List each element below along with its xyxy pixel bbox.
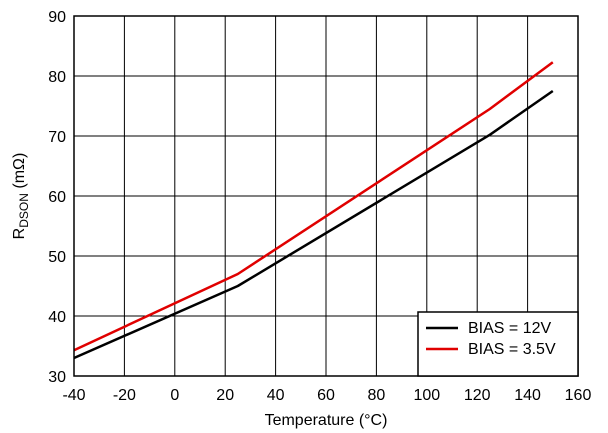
y-tick-label: 80 bbox=[48, 69, 66, 86]
y-tick-label: 70 bbox=[48, 129, 66, 146]
x-tick-label: 20 bbox=[216, 387, 234, 404]
x-tick-label: -20 bbox=[113, 387, 136, 404]
x-tick-label: 160 bbox=[565, 387, 592, 404]
y-axis-label-main: R bbox=[11, 228, 28, 240]
series-line-2 bbox=[73, 61, 554, 352]
x-tick-label: 0 bbox=[170, 387, 179, 404]
legend-box bbox=[417, 311, 579, 377]
y-tick-label: 60 bbox=[48, 189, 66, 206]
x-tick-label: 140 bbox=[514, 387, 541, 404]
legend-label-1: BIAS = 12V bbox=[468, 320, 551, 337]
legend: BIAS = 12V BIAS = 3.5V bbox=[417, 311, 579, 377]
y-axis-label: RDSON (mΩ) bbox=[11, 153, 31, 240]
x-tick-labels: -40 -20 0 20 40 60 80 100 120 140 160 bbox=[62, 387, 591, 404]
y-tick-labels: 30 40 50 60 70 80 90 bbox=[48, 9, 66, 386]
y-axis-label-unit: (mΩ) bbox=[11, 153, 28, 193]
x-tick-label: 40 bbox=[267, 387, 285, 404]
y-tick-label: 90 bbox=[48, 9, 66, 26]
legend-label-2: BIAS = 3.5V bbox=[468, 341, 556, 358]
x-tick-label: 100 bbox=[413, 387, 440, 404]
x-tick-label: 80 bbox=[368, 387, 386, 404]
y-axis-label-subscript: DSON bbox=[17, 193, 31, 228]
plot-frame bbox=[73, 15, 579, 377]
y-tick-label: 40 bbox=[48, 309, 66, 326]
y-tick-label: 30 bbox=[48, 369, 66, 386]
series-line-1 bbox=[73, 89, 554, 360]
y-tick-label: 50 bbox=[48, 249, 66, 266]
x-tick-label: 120 bbox=[464, 387, 491, 404]
x-axis-label: Temperature (°C) bbox=[265, 412, 388, 429]
x-tick-label: -40 bbox=[62, 387, 85, 404]
series-lines bbox=[73, 61, 554, 360]
x-tick-label: 60 bbox=[317, 387, 335, 404]
